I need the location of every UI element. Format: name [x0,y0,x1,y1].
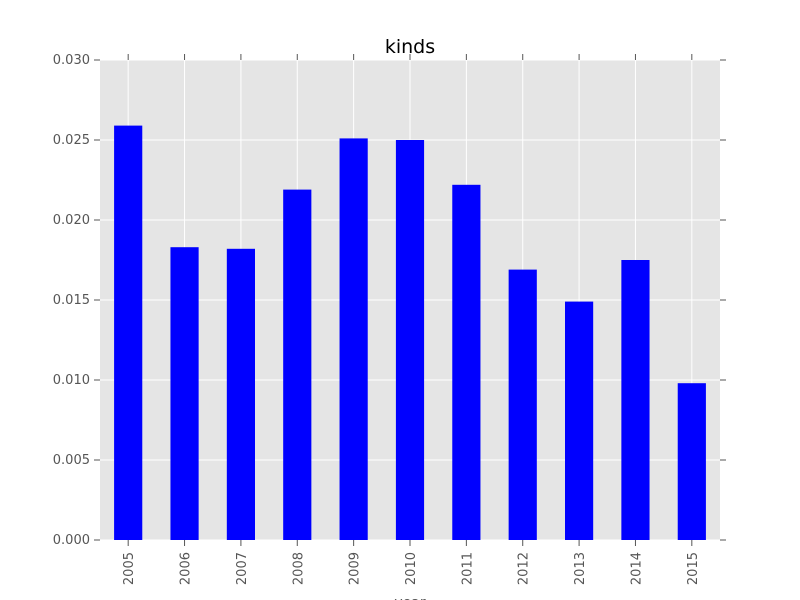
x-tick-label: 2014 [629,552,644,585]
chart-title: kinds [385,36,435,58]
y-tick-label: 0.025 [53,133,90,148]
x-tick-label: 2008 [291,552,306,585]
y-tick-label: 0.020 [53,213,90,228]
y-tick-label: 0.030 [53,53,90,68]
x-tick-label: 2007 [235,552,250,585]
axis-ticks [94,54,726,546]
x-axis-label: year [394,595,425,600]
y-tick-labels: 0.000 0.005 0.010 0.015 0.020 0.025 0.030 [53,53,90,548]
bar-2006 [170,247,199,540]
x-tick-label: 2013 [573,552,588,585]
bar-2012 [508,269,537,540]
bar-2015 [677,383,706,540]
x-tick-label: 2015 [686,552,701,585]
y-tick-label: 0.010 [53,373,90,388]
bars [114,125,706,541]
x-tick-labels: 2005 2006 2007 2008 2009 2010 2011 2012 2013 2014… [122,552,701,585]
x-tick-label: 2005 [122,552,137,585]
bar-2014 [621,260,650,540]
bar-2008 [283,189,312,540]
bar-2007 [226,248,255,541]
x-tick-label: 2009 [348,552,363,585]
x-tick-label: 2006 [179,552,194,585]
bar-2009 [339,138,368,540]
x-tick-label: 2011 [460,552,475,585]
bar-2013 [565,301,594,540]
y-tick-label: 0.005 [53,453,90,468]
bar-2010 [395,140,425,540]
bar-2011 [452,184,481,541]
y-tick-label: 0.015 [53,293,90,308]
x-tick-label: 2012 [517,552,532,585]
y-tick-label: 0.000 [53,533,90,548]
x-tick-label: 2010 [404,552,419,585]
bar-2005 [114,125,143,540]
